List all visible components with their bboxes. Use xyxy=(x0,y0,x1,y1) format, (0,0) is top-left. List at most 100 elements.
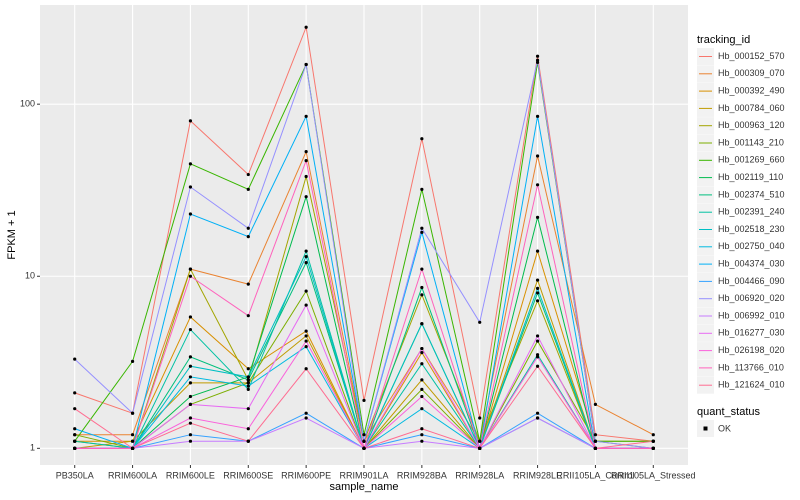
legend-title: quant_status xyxy=(697,406,760,418)
legend-label: Hb_004466_090 xyxy=(718,276,785,286)
data-point xyxy=(420,226,424,230)
legend-label: Hb_002119_110 xyxy=(718,172,783,182)
data-point xyxy=(535,416,540,420)
data-point xyxy=(246,375,250,379)
x-tick-label: RRIM928LE xyxy=(513,470,562,480)
data-point xyxy=(535,411,540,415)
data-point xyxy=(420,267,424,271)
data-point xyxy=(651,439,655,443)
data-point xyxy=(535,334,540,338)
data-point xyxy=(246,282,250,286)
data-point xyxy=(73,391,77,395)
data-point xyxy=(130,411,135,415)
data-point xyxy=(246,314,250,318)
data-point xyxy=(188,394,193,399)
data-point xyxy=(188,162,193,166)
data-point xyxy=(304,158,308,163)
legend-label: Hb_016277_030 xyxy=(718,328,785,338)
data-point xyxy=(246,381,250,385)
legend-label: Hb_000152_570 xyxy=(718,51,785,61)
data-point xyxy=(593,446,598,450)
data-point xyxy=(188,315,193,319)
data-point xyxy=(535,291,540,295)
data-point xyxy=(420,346,424,351)
x-tick-label: RRIM600LE xyxy=(166,470,215,480)
x-tick-label: RRIM928LA xyxy=(455,470,504,480)
legend-label: Hb_004374_030 xyxy=(718,258,785,268)
data-point xyxy=(73,407,77,411)
data-point xyxy=(362,398,366,402)
data-point xyxy=(188,355,193,359)
legend-label: Hb_006992_010 xyxy=(718,310,785,320)
data-point xyxy=(73,446,77,450)
y-tick-label: 10 xyxy=(25,271,35,281)
legend-label: Hb_026198_020 xyxy=(718,345,785,355)
data-point xyxy=(304,339,308,343)
legend-label: Hb_001269_660 xyxy=(718,155,785,165)
data-point xyxy=(304,411,308,415)
legend-label: Hb_000392_490 xyxy=(718,85,785,95)
data-point xyxy=(535,54,540,58)
data-point xyxy=(535,58,540,62)
data-point xyxy=(420,387,424,392)
data-point xyxy=(535,183,540,187)
data-point xyxy=(478,416,482,420)
data-point xyxy=(535,154,540,158)
data-point xyxy=(188,402,193,406)
data-point xyxy=(420,362,424,366)
data-point xyxy=(304,329,308,333)
data-point xyxy=(246,187,250,191)
data-point xyxy=(188,212,193,216)
legend-label: Hb_113766_010 xyxy=(718,362,784,372)
y-axis-title: FPKM + 1 xyxy=(6,210,18,259)
data-point xyxy=(535,114,540,118)
x-tick-label: RRIM928BA xyxy=(397,470,447,480)
data-point xyxy=(130,439,135,443)
data-point xyxy=(304,114,308,118)
data-point xyxy=(246,384,250,388)
legend-label: Hb_000309_070 xyxy=(718,68,785,78)
data-point xyxy=(130,359,135,364)
data-point xyxy=(593,433,598,437)
legend-label: Hb_000784_060 xyxy=(718,103,785,113)
x-axis-title: sample_name xyxy=(329,481,398,493)
data-point xyxy=(304,416,308,420)
data-point xyxy=(246,439,250,443)
data-point xyxy=(246,407,250,411)
legend-label: Hb_006920_020 xyxy=(718,293,785,303)
legend-label: Hb_002374_510 xyxy=(718,189,785,199)
data-point xyxy=(246,387,250,392)
legend-label: Hb_001143_210 xyxy=(718,137,784,147)
data-point xyxy=(362,433,366,437)
data-point xyxy=(304,195,308,199)
data-point xyxy=(304,334,308,338)
data-point xyxy=(188,119,193,123)
data-point xyxy=(188,327,193,332)
data-point xyxy=(188,439,193,443)
data-point xyxy=(246,367,250,371)
data-point xyxy=(362,439,366,443)
legend-title: tracking_id xyxy=(697,34,750,46)
data-point xyxy=(420,407,424,411)
data-point xyxy=(362,446,366,450)
data-point xyxy=(188,267,193,271)
data-point xyxy=(420,137,424,141)
x-tick-label: RRIM600PE xyxy=(281,470,331,480)
data-point xyxy=(478,446,482,450)
y-tick-label: 1 xyxy=(30,443,35,453)
x-tick-label: RRII105LA_Control xyxy=(556,470,634,480)
data-point xyxy=(420,439,424,443)
data-point xyxy=(651,446,655,450)
data-point xyxy=(535,339,540,343)
data-point xyxy=(420,433,424,437)
data-point xyxy=(420,322,424,326)
data-point xyxy=(535,355,540,359)
data-point xyxy=(188,433,193,437)
data-point xyxy=(420,285,424,290)
data-point xyxy=(535,299,540,303)
legend-label: Hb_002518_230 xyxy=(718,224,785,234)
data-point xyxy=(478,439,482,443)
data-point xyxy=(188,416,193,420)
data-point xyxy=(304,25,308,29)
